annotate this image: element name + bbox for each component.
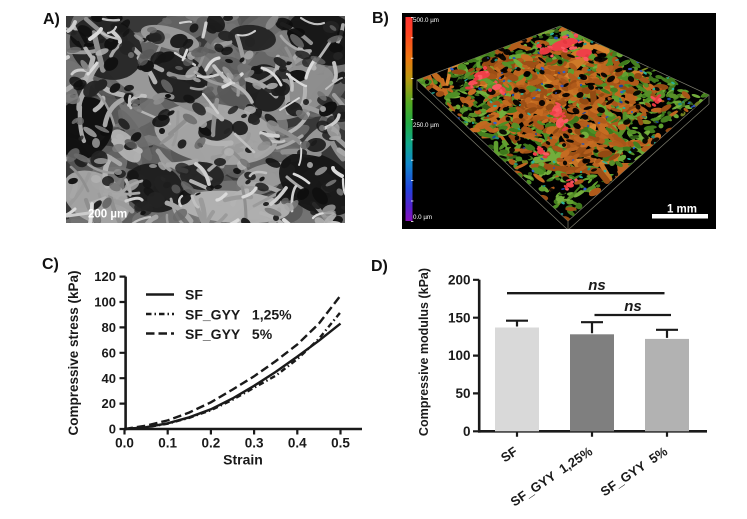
svg-text:0.0: 0.0 <box>115 436 134 451</box>
svg-text:0.1: 0.1 <box>158 436 177 451</box>
svg-text:20: 20 <box>102 396 116 411</box>
svg-text:0: 0 <box>463 424 471 439</box>
svg-text:SF_GYY 1,25%: SF_GYY 1,25% <box>508 443 596 509</box>
svg-text:0.4: 0.4 <box>288 436 307 451</box>
svg-text:0.5: 0.5 <box>331 436 350 451</box>
svg-text:SF: SF <box>185 287 203 303</box>
svg-text:Strain: Strain <box>223 452 263 468</box>
svg-text:SF: SF <box>498 444 520 466</box>
svg-text:0: 0 <box>109 422 116 437</box>
svg-text:ns: ns <box>624 298 642 315</box>
svg-text:80: 80 <box>102 320 116 335</box>
svg-text:SF_GYY 5%: SF_GYY 5% <box>185 326 273 342</box>
svg-text:500.0 µm: 500.0 µm <box>413 17 439 24</box>
svg-text:0.2: 0.2 <box>202 436 221 451</box>
svg-text:Compressive stress (kPa): Compressive stress (kPa) <box>66 270 81 435</box>
svg-text:SF_GYY 1,25%: SF_GYY 1,25% <box>185 306 292 322</box>
svg-text:100: 100 <box>94 295 116 310</box>
svg-text:60: 60 <box>102 345 116 360</box>
svg-text:100: 100 <box>448 348 471 363</box>
svg-text:200: 200 <box>448 272 471 287</box>
svg-text:0.3: 0.3 <box>245 436 264 451</box>
svg-text:200 µm: 200 µm <box>88 209 127 221</box>
svg-text:50: 50 <box>455 386 470 401</box>
svg-text:ns: ns <box>588 277 606 294</box>
svg-text:150: 150 <box>448 310 471 325</box>
svg-text:120: 120 <box>94 269 116 284</box>
svg-text:1 mm: 1 mm <box>667 204 697 216</box>
svg-text:250.0 µm: 250.0 µm <box>413 122 439 129</box>
svg-text:40: 40 <box>102 371 116 386</box>
svg-text:SF_GYY 5%: SF_GYY 5% <box>598 443 671 499</box>
svg-text:Compressive modulus (kPa): Compressive modulus (kPa) <box>417 268 431 436</box>
svg-text:0.0 µm: 0.0 µm <box>413 214 432 221</box>
